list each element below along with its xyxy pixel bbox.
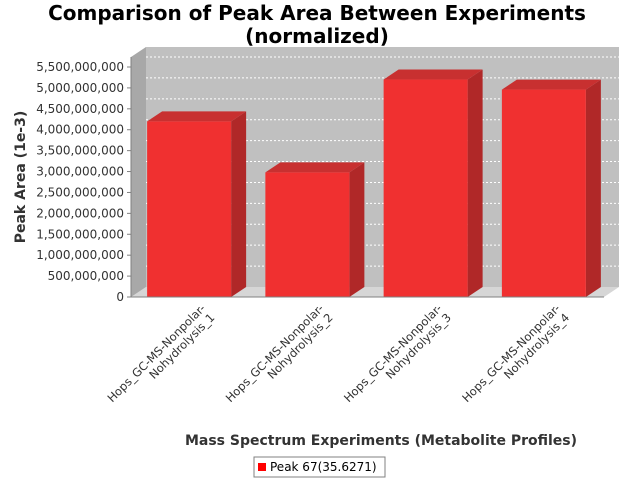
y-tick-label: 4,000,000,000 xyxy=(36,123,124,137)
bar-4 xyxy=(501,79,601,297)
legend-box xyxy=(253,456,386,478)
y-tick-label: 1,500,000,000 xyxy=(36,227,124,241)
plot-floor xyxy=(131,287,619,297)
chart-title-line-2: (normalized) xyxy=(245,24,389,48)
legend-swatch xyxy=(258,463,266,471)
plot-left-wall xyxy=(131,47,146,297)
y-axis-title: Peak Area (1e-3) xyxy=(13,111,29,244)
bar-side xyxy=(349,162,365,297)
y-tick-label: 3,000,000,000 xyxy=(36,165,124,179)
y-tick-label: 1,000,000,000 xyxy=(36,248,124,262)
legend-label: Peak 67(35.6271) xyxy=(270,460,377,474)
bar-3 xyxy=(383,69,483,297)
y-tick-label: 2,500,000,000 xyxy=(36,185,124,199)
x-axis: Hops_GC-MS-Nonpolar-Nohydrolysis_1 Hops_G… xyxy=(104,296,604,414)
x-axis-title: Mass Spectrum Experiments (Metabolite Pr… xyxy=(185,433,577,449)
y-axis: 0 500,000,000 1,000,000,000 1,500,000,000 2,… xyxy=(36,57,132,304)
y-tick-label: 3,500,000,000 xyxy=(36,144,124,158)
y-tick-label: 0 xyxy=(116,290,124,304)
bar-2 xyxy=(265,162,365,297)
bar-1 xyxy=(147,111,247,297)
bars xyxy=(147,69,601,297)
y-tick-label: 5,500,000,000 xyxy=(36,60,124,74)
bar-front xyxy=(265,172,350,297)
bar-side xyxy=(467,69,483,297)
chart-title-line-1: Comparison of Peak Area Between Experime… xyxy=(48,1,586,25)
bar-front xyxy=(501,89,586,297)
bar-side xyxy=(585,79,601,297)
bar-top xyxy=(265,162,365,173)
x-tick-label: Hops_GC-MS-Nonpolar-Nohydrolysis_2 xyxy=(223,301,336,414)
y-tick-label: 5,000,000,000 xyxy=(36,81,124,95)
bar-front xyxy=(147,121,232,297)
x-tick-label: Hops_GC-MS-Nonpolar-Nohydrolysis_3 xyxy=(341,301,454,414)
bar-top xyxy=(147,111,247,122)
x-tick-label: Hops_GC-MS-Nonpolar-Nohydrolysis_4 xyxy=(459,301,572,414)
legend: Peak 67(35.6271) xyxy=(253,456,386,478)
x-tick-label: Hops_GC-MS-Nonpolar-Nohydrolysis_1 xyxy=(104,301,217,414)
y-tick-label: 4,500,000,000 xyxy=(36,102,124,116)
bar-front xyxy=(383,79,468,297)
bar-side xyxy=(231,111,247,297)
y-tick-label: 2,000,000,000 xyxy=(36,206,124,220)
y-tick-label: 500,000,000 xyxy=(48,269,124,283)
bar-top xyxy=(383,69,483,80)
bar-top xyxy=(501,79,601,90)
